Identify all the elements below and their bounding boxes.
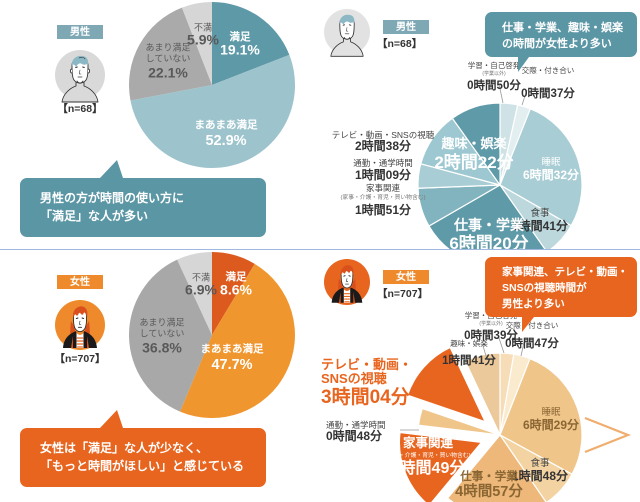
svg-text:食事: 食事 [530, 457, 550, 469]
svg-text:1時間48分: 1時間48分 [512, 468, 568, 483]
svg-text:家事関連: 家事関連 [366, 183, 401, 193]
svg-text:仕事・学業: 仕事・学業 [459, 469, 518, 483]
svg-text:女性: 女性 [70, 275, 90, 288]
svg-text:学習・自己啓発: 学習・自己啓発 [468, 60, 521, 70]
svg-text:仕事・学業、趣味・娯楽: 仕事・学業、趣味・娯楽 [501, 20, 624, 34]
svg-text:1時間41分: 1時間41分 [442, 353, 496, 367]
svg-text:【n=707】: 【n=707】 [54, 352, 105, 365]
svg-text:家事関連、テレビ・動画・: 家事関連、テレビ・動画・ [502, 265, 628, 278]
svg-text:【n=68】: 【n=68】 [57, 102, 102, 115]
svg-text:(家事・介護・育児・買い物含む): (家事・介護・育児・買い物含む) [385, 451, 470, 459]
svg-text:交際・付き合い: 交際・付き合い [506, 320, 559, 330]
svg-text:男性より多い: 男性より多い [502, 297, 565, 310]
svg-text:36.8%: 36.8% [142, 340, 182, 356]
svg-text:女性: 女性 [396, 270, 416, 283]
svg-text:(学業以外): (学業以外) [482, 70, 506, 77]
svg-text:【n=68】: 【n=68】 [377, 37, 422, 50]
svg-text:19.1%: 19.1% [220, 42, 260, 58]
svg-text:6時間29分: 6時間29分 [523, 417, 579, 432]
svg-text:交際・付き合い: 交際・付き合い [522, 65, 575, 75]
svg-text:2時間22分: 2時間22分 [434, 152, 513, 172]
svg-text:1時間09分: 1時間09分 [355, 167, 411, 182]
svg-text:「満足」な人が多い: 「満足」な人が多い [40, 208, 148, 223]
svg-text:1時間51分: 1時間51分 [355, 202, 411, 217]
svg-text:趣味・娯楽: 趣味・娯楽 [450, 338, 488, 348]
svg-text:【n=707】: 【n=707】 [377, 287, 428, 300]
svg-text:男性の方が時間の使い方に: 男性の方が時間の使い方に [40, 190, 184, 205]
svg-text:0時間50分: 0時間50分 [467, 78, 521, 92]
svg-text:2時間38分: 2時間38分 [355, 138, 411, 153]
svg-text:22.1%: 22.1% [148, 65, 188, 81]
svg-text:3時間49分: 3時間49分 [391, 458, 466, 477]
svg-text:趣味・娯楽: 趣味・娯楽 [440, 136, 507, 151]
svg-text:女性は「満足」な人が少なく、: 女性は「満足」な人が少なく、 [40, 440, 208, 455]
svg-text:あまり満足: あまり満足 [145, 42, 190, 52]
svg-text:男性: 男性 [70, 25, 90, 38]
svg-text:SNSの視聴時間が: SNSの視聴時間が [502, 281, 587, 294]
svg-text:47.7%: 47.7% [211, 357, 252, 373]
svg-text:6時間32分: 6時間32分 [523, 167, 579, 182]
svg-text:テレビ・動画・: テレビ・動画・ [321, 357, 412, 372]
svg-text:していない: していない [140, 328, 185, 338]
svg-text:6.9%: 6.9% [185, 282, 217, 298]
svg-text:0時間37分: 0時間37分 [521, 86, 575, 100]
svg-text:5.9%: 5.9% [187, 32, 219, 48]
svg-text:6時間20分: 6時間20分 [449, 233, 528, 250]
svg-text:0時間47分: 0時間47分 [505, 336, 559, 350]
svg-text:睡眠: 睡眠 [541, 156, 561, 168]
svg-text:3時間04分: 3時間04分 [321, 386, 410, 408]
svg-text:の時間が女性より多い: の時間が女性より多い [502, 36, 612, 50]
svg-text:まあまあ満足: まあまあ満足 [195, 118, 258, 131]
svg-text:睡眠: 睡眠 [541, 406, 561, 418]
svg-text:あまり満足: あまり満足 [139, 317, 184, 327]
svg-text:家事関連: 家事関連 [403, 435, 454, 450]
svg-text:(学業以外): (学業以外) [479, 320, 503, 327]
svg-text:食事: 食事 [530, 207, 550, 219]
svg-text:4時間57分: 4時間57分 [455, 483, 523, 500]
svg-text:52.9%: 52.9% [205, 133, 246, 149]
svg-text:していない: していない [146, 53, 191, 63]
svg-text:(家事・介護・育児・買い物含む): (家事・介護・育児・買い物含む) [340, 193, 425, 201]
svg-text:8.6%: 8.6% [220, 282, 252, 298]
svg-text:まあまあ満足: まあまあ満足 [201, 342, 264, 355]
svg-text:通勤・通学時間: 通勤・通学時間 [353, 158, 413, 168]
svg-text:0時間48分: 0時間48分 [326, 428, 382, 443]
svg-text:男性: 男性 [396, 20, 416, 33]
svg-text:SNSの視聴: SNSの視聴 [321, 371, 387, 386]
svg-text:仕事・学業: 仕事・学業 [453, 217, 525, 233]
svg-text:「もっと時間がほしい」と感じている: 「もっと時間がほしい」と感じている [40, 458, 244, 473]
